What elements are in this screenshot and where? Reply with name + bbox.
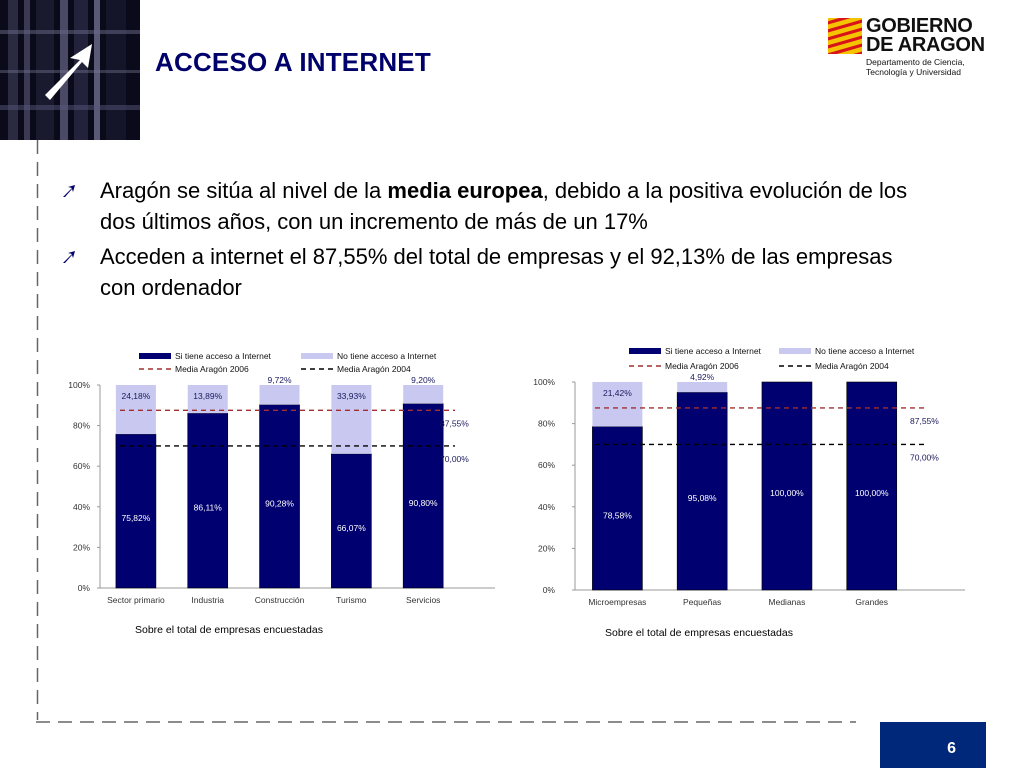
- bar-segment: [259, 385, 300, 405]
- logo-department-line2: Tecnología y Universidad: [866, 67, 961, 77]
- bullet-text-continued: , debido a la positiva evolución de los …: [100, 178, 908, 234]
- y-tick-label: 100%: [68, 380, 90, 390]
- y-tick-label: 20%: [538, 543, 555, 553]
- bottom-dashed-border: [36, 721, 856, 723]
- y-tick-label: 0%: [78, 583, 91, 593]
- reference-label: 87,55%: [440, 418, 469, 428]
- legend-swatch: [139, 353, 171, 359]
- data-label: 21,42%: [603, 388, 632, 398]
- corner-decorative-graphic: [0, 0, 140, 140]
- slide-title: ACCESO A INTERNET: [155, 47, 431, 77]
- bar-segment: [259, 404, 300, 589]
- bar-segment: [402, 403, 444, 589]
- chart-by-company-size: 0% 20% 40% 60% 80% 100% 78,58% 21,42% Microempre…: [533, 346, 965, 639]
- bar-segment: [403, 385, 444, 404]
- bar-segment: [187, 385, 228, 414]
- bar-segment: [592, 382, 643, 427]
- legend-label: No tiene acceso a Internet: [815, 346, 915, 356]
- chart-caption: Sobre el total de empresas encuestadas: [605, 627, 793, 639]
- data-label: 90,80%: [409, 498, 438, 508]
- data-label: 100,00%: [770, 488, 804, 498]
- category-label: Medianas: [769, 597, 806, 607]
- bullet-text: Acceden a internet el 87,55% del total d…: [100, 244, 893, 300]
- bar-segment: [115, 385, 156, 435]
- left-dashed-border: [36, 140, 39, 720]
- bar-segment: [846, 381, 898, 591]
- legend-label: Media Aragón 2006: [665, 361, 739, 371]
- y-tick-label: 80%: [538, 419, 555, 429]
- reference-label: 70,00%: [440, 454, 469, 464]
- arrow-bullet-icon: [63, 185, 75, 197]
- data-label: 33,93%: [337, 391, 366, 401]
- reference-label: 87,55%: [910, 416, 939, 426]
- y-tick-label: 100%: [533, 377, 555, 387]
- category-label: Grandes: [855, 597, 888, 607]
- bullet-text: Aragón se sitúa al nivel de la: [100, 178, 388, 203]
- legend-swatch: [779, 348, 811, 354]
- bar-segment: [331, 453, 372, 589]
- chart-caption: Sobre el total de empresas encuestadas: [135, 624, 323, 636]
- bar-segment: [676, 391, 728, 591]
- category-label: Construcción: [255, 595, 305, 605]
- y-tick-label: 20%: [73, 542, 90, 552]
- data-label: 95,08%: [688, 493, 717, 503]
- chart-by-sector: 0% 20% 40% 60% 80% 100% 75,82% 24,18% Sector pri…: [68, 351, 495, 636]
- category-label: Industria: [191, 595, 224, 605]
- bar-segment: [592, 426, 643, 591]
- category-label: Servicios: [406, 595, 440, 605]
- data-label: 9,72%: [267, 375, 292, 385]
- page-number: 6: [947, 740, 956, 757]
- bar-segment: [115, 433, 157, 589]
- legend-swatch: [629, 348, 661, 354]
- y-tick-label: 80%: [73, 421, 90, 431]
- bullet-emphasis: media europea: [387, 178, 543, 203]
- y-tick-label: 60%: [538, 460, 555, 470]
- legend-label: No tiene acceso a Internet: [337, 351, 437, 361]
- y-tick-label: 40%: [538, 502, 555, 512]
- page-number-box: 6: [880, 722, 986, 768]
- bar-segment: [187, 412, 229, 589]
- bullet-item: Acceden a internet el 87,55% del total d…: [62, 241, 932, 303]
- aragon-flag-icon: [828, 18, 862, 54]
- data-label: 9,20%: [411, 375, 436, 385]
- category-label: Sector primario: [107, 595, 165, 605]
- logo-line2: DE ARAGON: [866, 34, 985, 56]
- bullet-item: Aragón se sitúa al nivel de la media eur…: [62, 175, 932, 237]
- bullet-list: Aragón se sitúa al nivel de la media eur…: [62, 175, 932, 307]
- legend-label: Media Aragón 2004: [815, 361, 889, 371]
- logo-line1: GOBIERNO: [866, 15, 973, 37]
- data-label: 86,11%: [194, 503, 223, 513]
- legend-label: Si tiene acceso a Internet: [175, 351, 272, 361]
- data-label: 100,00%: [855, 488, 889, 498]
- gobierno-aragon-logo: GOBIERNO DE ARAGON Departamento de Cienc…: [828, 16, 998, 78]
- data-label: 4,92%: [690, 372, 715, 382]
- y-tick-label: 60%: [73, 461, 90, 471]
- data-label: 66,07%: [337, 523, 366, 533]
- y-tick-label: 0%: [543, 585, 556, 595]
- logo-department-line1: Departamento de Ciencia,: [866, 57, 965, 67]
- data-label: 75,82%: [121, 513, 150, 523]
- category-label: Pequeñas: [683, 597, 721, 607]
- bar-segment: [331, 385, 372, 454]
- bar-segment: [761, 381, 813, 591]
- bar-segment: [677, 382, 728, 393]
- legend-label: Media Aragón 2006: [175, 364, 249, 374]
- data-label: 78,58%: [603, 510, 632, 520]
- data-label: 24,18%: [121, 391, 150, 401]
- arrow-bullet-icon: [63, 251, 75, 263]
- data-label: 13,89%: [193, 391, 222, 401]
- legend-label: Si tiene acceso a Internet: [665, 346, 762, 356]
- category-label: Microempresas: [588, 597, 646, 607]
- legend-label: Media Aragón 2004: [337, 364, 411, 374]
- reference-label: 70,00%: [910, 452, 939, 462]
- y-tick-label: 40%: [73, 502, 90, 512]
- category-label: Turismo: [336, 595, 367, 605]
- legend-swatch: [301, 353, 333, 359]
- data-label: 90,28%: [265, 498, 294, 508]
